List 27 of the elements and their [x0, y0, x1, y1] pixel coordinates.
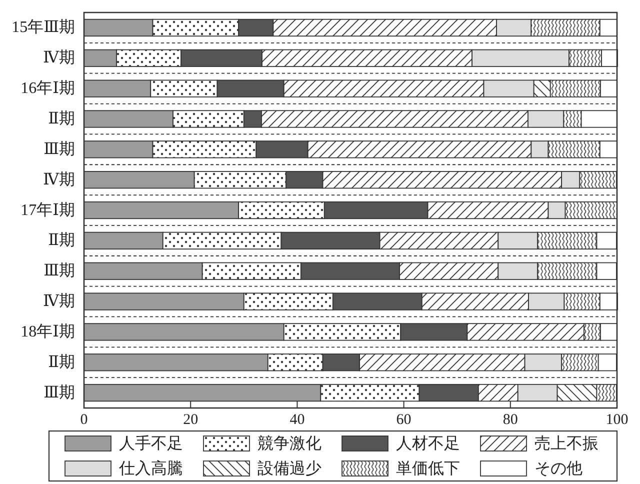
y-tick-label: Ⅲ期	[44, 262, 75, 280]
legend-label: 単価低下	[396, 460, 460, 478]
legend-label: 人手不足	[119, 434, 183, 452]
y-tick-label: Ⅱ期	[48, 231, 75, 250]
y-tick-label: Ⅳ期	[43, 48, 75, 67]
x-tick-label: 60	[396, 412, 412, 428]
y-tick-label: 16年Ⅰ期	[20, 79, 75, 98]
legend-label: 売上不振	[534, 434, 598, 452]
y-tick-label: Ⅱ期	[48, 109, 75, 128]
y-tick-label: 18年Ⅰ期	[20, 322, 75, 340]
legend-label: 人材不足	[396, 434, 460, 452]
legend-label: その他	[534, 460, 582, 478]
y-tick-label: Ⅳ期	[43, 170, 75, 188]
x-tick-label: 0	[80, 412, 88, 428]
legend-label: 設備過少	[258, 460, 322, 478]
y-tick-label: 15年Ⅲ期	[12, 18, 75, 36]
x-tick-label: 20	[183, 412, 198, 428]
y-tick-label: 17年Ⅰ期	[20, 200, 75, 219]
x-tick-label: 100	[606, 412, 628, 428]
x-tick-label: 40	[290, 412, 305, 428]
y-tick-label: Ⅳ期	[43, 292, 75, 310]
legend-label: 仕入高騰	[118, 460, 183, 478]
legend-label: 競争激化	[258, 434, 322, 452]
x-tick-label: 80	[502, 412, 518, 428]
y-tick-label: Ⅲ期	[44, 140, 75, 158]
y-tick-label: Ⅲ期	[44, 383, 75, 402]
y-tick-label: Ⅱ期	[48, 352, 75, 371]
